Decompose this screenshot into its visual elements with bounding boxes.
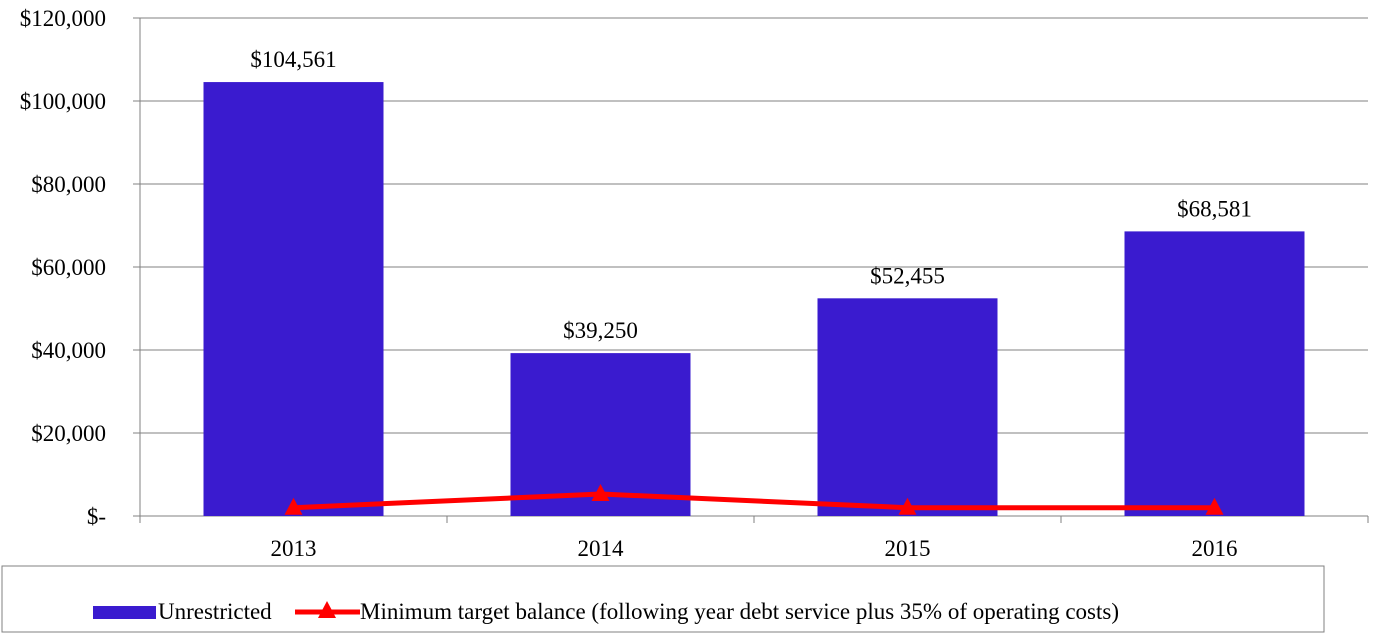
y-tick-label: $100,000 <box>20 89 106 114</box>
x-tick-label: 2015 <box>885 536 931 561</box>
bar-data-label: $52,455 <box>870 263 945 288</box>
bar-data-label: $104,561 <box>250 47 336 72</box>
bar-data-label: $68,581 <box>1177 196 1252 221</box>
y-tick-label: $80,000 <box>31 172 106 197</box>
line-series <box>284 484 1224 515</box>
x-axis-ticks: 2013 2014 2015 2016 <box>139 516 1369 561</box>
line-point-marker <box>898 497 917 515</box>
legend-box <box>1 565 1325 633</box>
legend-label-minimum-target: Minimum target balance (following year d… <box>360 599 1119 624</box>
line-point-marker <box>591 484 610 502</box>
y-tick-label: $120,000 <box>20 6 106 31</box>
bar-data-label: $39,250 <box>563 318 638 343</box>
minimum-target-line <box>293 491 1215 511</box>
line-point-marker <box>1205 497 1224 515</box>
x-tick-label: 2013 <box>271 536 317 561</box>
x-tick-label: 2016 <box>1192 536 1238 561</box>
bar <box>1124 231 1305 516</box>
y-tick-label: $20,000 <box>31 421 106 446</box>
legend-swatch-minimum-target-marker <box>318 601 336 618</box>
y-tick-label: $- <box>87 504 106 529</box>
legend-label-unrestricted: Unrestricted <box>158 599 272 624</box>
bar <box>817 298 998 516</box>
legend-swatch-unrestricted <box>93 606 156 619</box>
y-tick-label: $40,000 <box>31 338 106 363</box>
line-point-marker <box>284 497 303 515</box>
bar-data-labels: $104,561 $39,250 $52,455 $68,581 <box>250 47 1252 343</box>
legend: Unrestricted Minimum target balance (fol… <box>1 565 1325 633</box>
bar-series <box>203 82 1305 517</box>
x-tick-label: 2014 <box>578 536 625 561</box>
y-axis-ticks: $- $20,000 $40,000 $60,000 $80,000 $100,000 $1… <box>20 6 140 529</box>
bar <box>203 82 384 517</box>
y-tick-label: $60,000 <box>31 255 106 280</box>
